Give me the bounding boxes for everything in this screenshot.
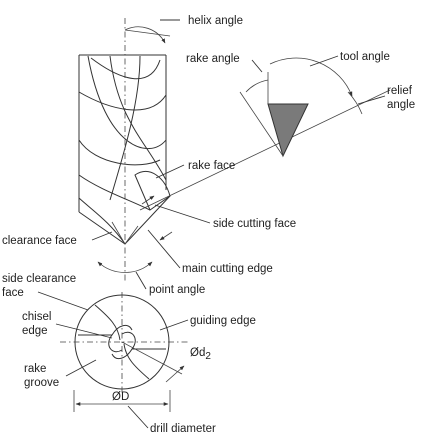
- leader-rake-angle: [251, 59, 263, 73]
- label-d2: Ød2: [190, 347, 211, 362]
- label-rake-angle: rake angle: [186, 53, 240, 65]
- leader-guiding-edge: [159, 319, 189, 331]
- label-rake-groove-line1: rake: [24, 363, 46, 375]
- leader-chisel-edge: [55, 323, 113, 339]
- leader-point-angle: [135, 271, 147, 290]
- label-side-cutting-face: side cutting face: [213, 218, 296, 230]
- point-angle-arc: [97, 261, 153, 273]
- cutting-face-line: [139, 89, 391, 211]
- leader-side-clearance-face: [37, 291, 89, 311]
- label-helix-angle: helix angle: [188, 15, 243, 27]
- label-side-clearance-face-line2: face: [2, 287, 24, 299]
- label-chisel-edge-line2: edge: [22, 325, 48, 337]
- leader-rake-face: [155, 164, 185, 179]
- label-clearance-face: clearance face: [2, 235, 77, 247]
- label-relief-angle-line2: angle: [387, 99, 415, 111]
- label-tool-angle: tool angle: [340, 51, 390, 63]
- leader-tool-angle: [309, 55, 339, 67]
- drill-body: [78, 54, 171, 245]
- label-rake-groove-line2: groove: [24, 377, 59, 389]
- label-side-clearance-face-line1: side clearance: [2, 273, 76, 285]
- label-guiding-edge: guiding edge: [190, 315, 256, 327]
- label-rake-face: rake face: [188, 160, 235, 172]
- label-main-cutting-edge: main cutting edge: [182, 263, 273, 275]
- label-diameter-symbol: ØD: [112, 391, 129, 403]
- helix-angle-indicator: [124, 19, 180, 44]
- label-point-angle: point angle: [149, 284, 205, 296]
- leader-relief-angle: [357, 95, 386, 105]
- tool-section: [239, 57, 363, 158]
- label-relief-angle-line1: relief: [387, 85, 413, 97]
- label-chisel-edge-line1: chisel: [22, 311, 51, 323]
- leader-rake-groove: [65, 359, 97, 377]
- label-drill-diameter: drill diameter: [150, 423, 216, 435]
- leader-main-cutting-edge: [147, 229, 181, 269]
- leader-side-cutting-face: [154, 204, 211, 224]
- leader-clearance-face: [91, 231, 113, 241]
- drill-cross-section: [60, 292, 190, 412]
- leader-drill-diameter: [127, 405, 149, 429]
